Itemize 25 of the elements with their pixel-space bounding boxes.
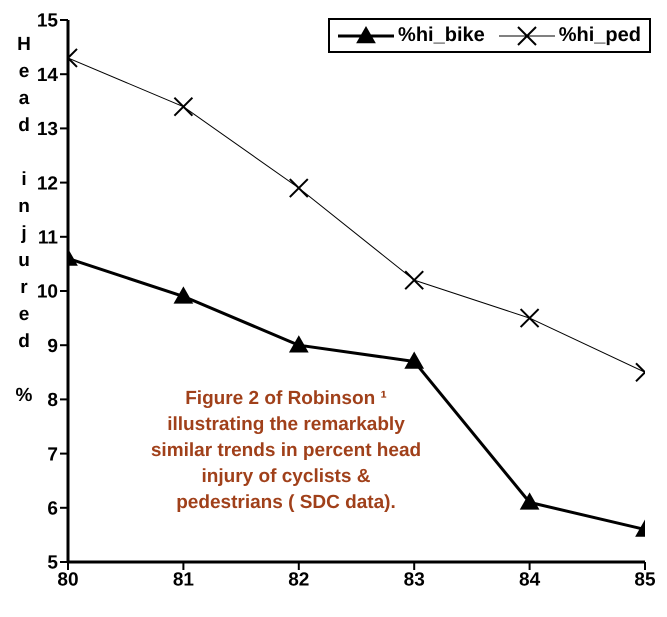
y-tick-label: 5 — [47, 552, 58, 574]
x-tick-label: 80 — [57, 569, 79, 590]
text: Head injured % — [16, 34, 32, 406]
y-tick-label: 10 — [36, 282, 58, 303]
legend-label: %hi_ped — [558, 24, 641, 47]
y-tick-label: 11 — [38, 228, 58, 249]
x-tick-label: 85 — [634, 569, 656, 590]
y-tick-label: 9 — [47, 336, 58, 357]
x-tick-label: 83 — [404, 569, 425, 590]
x-tick-label: 82 — [288, 569, 310, 590]
y-tick-label: 7 — [47, 444, 58, 466]
y-tick-label: 15 — [36, 10, 58, 32]
annotation: Figure 2 of Robinson ¹ illustrating the remarkably similar trends in percent head injury of cyclists & pedestrians ( SDC data). — [150, 387, 422, 515]
y-tick-label: 8 — [47, 390, 58, 412]
point — [289, 336, 308, 352]
x-tick-label: 84 — [519, 569, 541, 590]
y-tick-label: 6 — [47, 498, 58, 520]
legend-label: %hi_bike — [398, 24, 485, 47]
point — [404, 352, 424, 369]
point — [404, 270, 424, 290]
y-tick-label: 12 — [36, 173, 58, 194]
y-tick-label: 14 — [36, 64, 58, 86]
y-tick-label: 13 — [36, 119, 58, 140]
x-tick-label: 81 — [172, 569, 194, 590]
point — [288, 178, 309, 198]
